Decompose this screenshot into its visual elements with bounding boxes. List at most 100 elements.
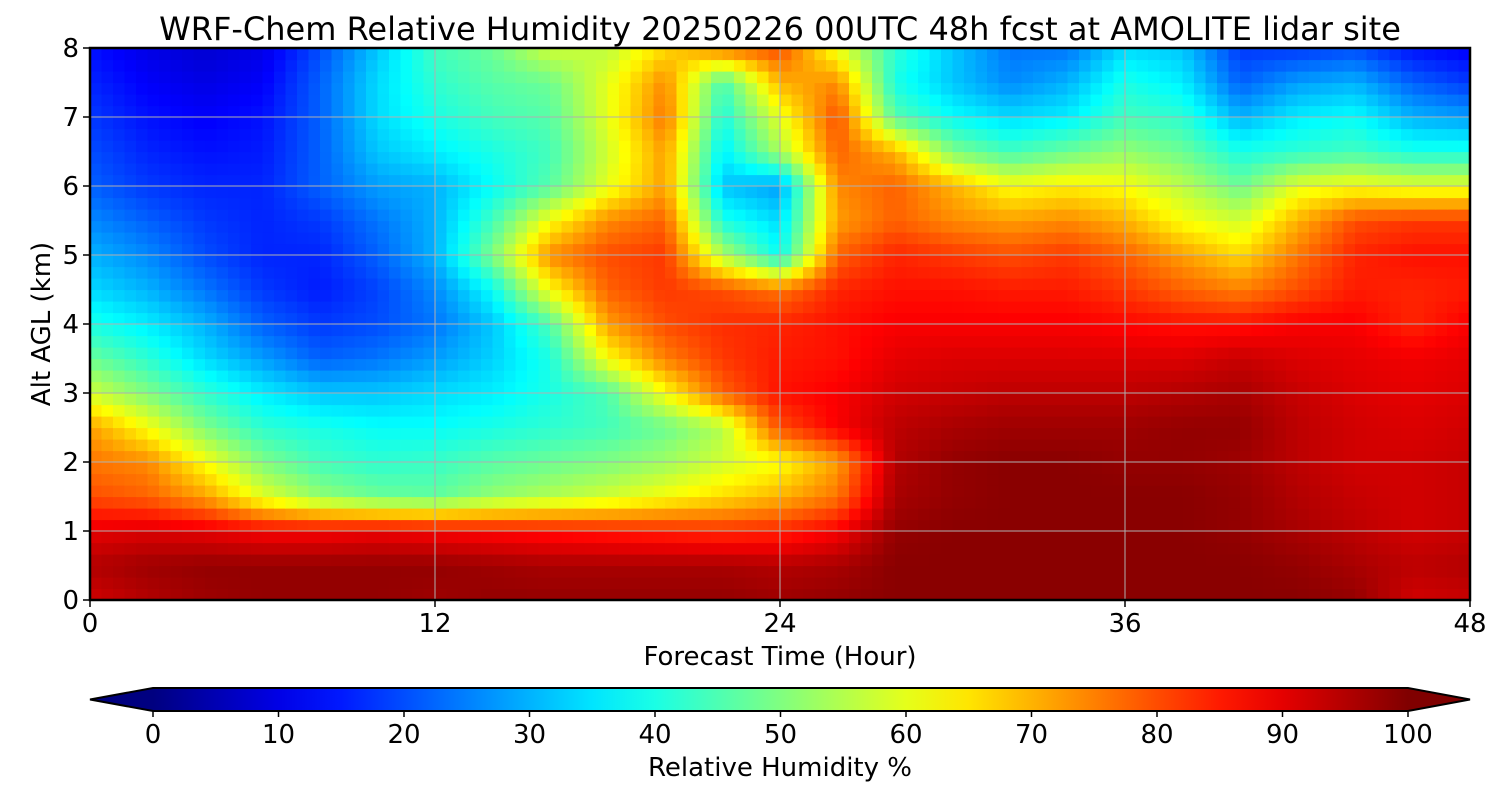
heatmap-cell [1205,174,1218,187]
heatmap-cell [182,128,195,141]
heatmap-cell [768,220,781,233]
heatmap-cell [113,381,126,394]
heatmap-cell [435,255,448,268]
heatmap-cell [1205,542,1218,555]
heatmap-cell [308,358,321,371]
heatmap-cell [481,209,494,222]
heatmap-cell [791,577,804,590]
heatmap-cell [1136,393,1149,406]
heatmap-cell [837,117,850,130]
heatmap-cell [642,347,655,360]
heatmap-cell [975,220,988,233]
heatmap-cell [193,151,206,164]
heatmap-cell [768,301,781,314]
heatmap-cell [538,508,551,521]
heatmap-cell [1366,450,1379,463]
heatmap-cell [1251,335,1264,348]
heatmap-cell [1263,174,1276,187]
heatmap-cell [400,255,413,268]
heatmap-cell [676,473,689,486]
heatmap-cell [780,335,793,348]
heatmap-cell [205,462,218,475]
heatmap-cell [952,519,965,532]
heatmap-cell [1194,243,1207,256]
heatmap-cell [1309,519,1322,532]
heatmap-cell [607,255,620,268]
heatmap-cell [1217,485,1230,498]
heatmap-cell [642,531,655,544]
heatmap-cell [964,232,977,245]
heatmap-cell [676,519,689,532]
heatmap-cell [239,301,252,314]
heatmap-cell [331,416,344,429]
heatmap-cell [722,174,735,187]
heatmap-cell [343,174,356,187]
heatmap-cell [1286,508,1299,521]
heatmap-cell [1021,473,1034,486]
heatmap-cell [1021,232,1034,245]
heatmap-cell [1355,393,1368,406]
heatmap-cell [1447,312,1460,325]
heatmap-cell [216,220,229,233]
heatmap-cell [699,370,712,383]
heatmap-cell [849,370,862,383]
heatmap-cell [1320,347,1333,360]
heatmap-cell [780,220,793,233]
heatmap-cell [1090,324,1103,337]
heatmap-cell [492,427,505,440]
heatmap-cell [699,220,712,233]
heatmap-cell [849,462,862,475]
heatmap-cell [1366,243,1379,256]
heatmap-cell [1309,301,1322,314]
heatmap-cell [90,278,103,291]
heatmap-cell [1343,404,1356,417]
heatmap-cell [596,278,609,291]
heatmap-cell [757,232,770,245]
heatmap-cell [722,151,735,164]
heatmap-cell [906,370,919,383]
heatmap-cell [1447,462,1460,475]
heatmap-cell [1228,312,1241,325]
heatmap-cell [1205,266,1218,279]
heatmap-cell [1102,312,1115,325]
heatmap-cell [906,554,919,567]
heatmap-cell [147,542,160,555]
heatmap-cell [964,416,977,429]
heatmap-cell [481,381,494,394]
heatmap-cell [1297,450,1310,463]
heatmap-cell [1309,496,1322,509]
heatmap-cell [400,358,413,371]
heatmap-cell [1343,358,1356,371]
heatmap-cell [711,565,724,578]
heatmap-cell [354,439,367,452]
heatmap-cell [251,289,264,302]
heatmap-cell [331,347,344,360]
heatmap-cell [722,577,735,590]
heatmap-cell [872,554,885,567]
heatmap-cell [1205,289,1218,302]
heatmap-cell [1102,220,1115,233]
heatmap-cell [1136,531,1149,544]
heatmap-cell [1378,243,1391,256]
heatmap-cell [458,381,471,394]
heatmap-cell [1228,197,1241,210]
heatmap-cell [837,485,850,498]
heatmap-cell [883,243,896,256]
heatmap-cell [377,301,390,314]
heatmap-cell [435,174,448,187]
heatmap-cell [1297,266,1310,279]
heatmap-cell [1102,266,1115,279]
heatmap-cell [872,450,885,463]
heatmap-cell [883,174,896,187]
heatmap-cell [803,232,816,245]
heatmap-cell [1320,519,1333,532]
heatmap-cell [1067,347,1080,360]
heatmap-cell [1171,358,1184,371]
heatmap-cell [596,554,609,567]
heatmap-cell [377,519,390,532]
heatmap-cell [1102,128,1115,141]
heatmap-cell [504,519,517,532]
heatmap-cell [1194,542,1207,555]
heatmap-cell [1136,370,1149,383]
heatmap-cell [941,243,954,256]
